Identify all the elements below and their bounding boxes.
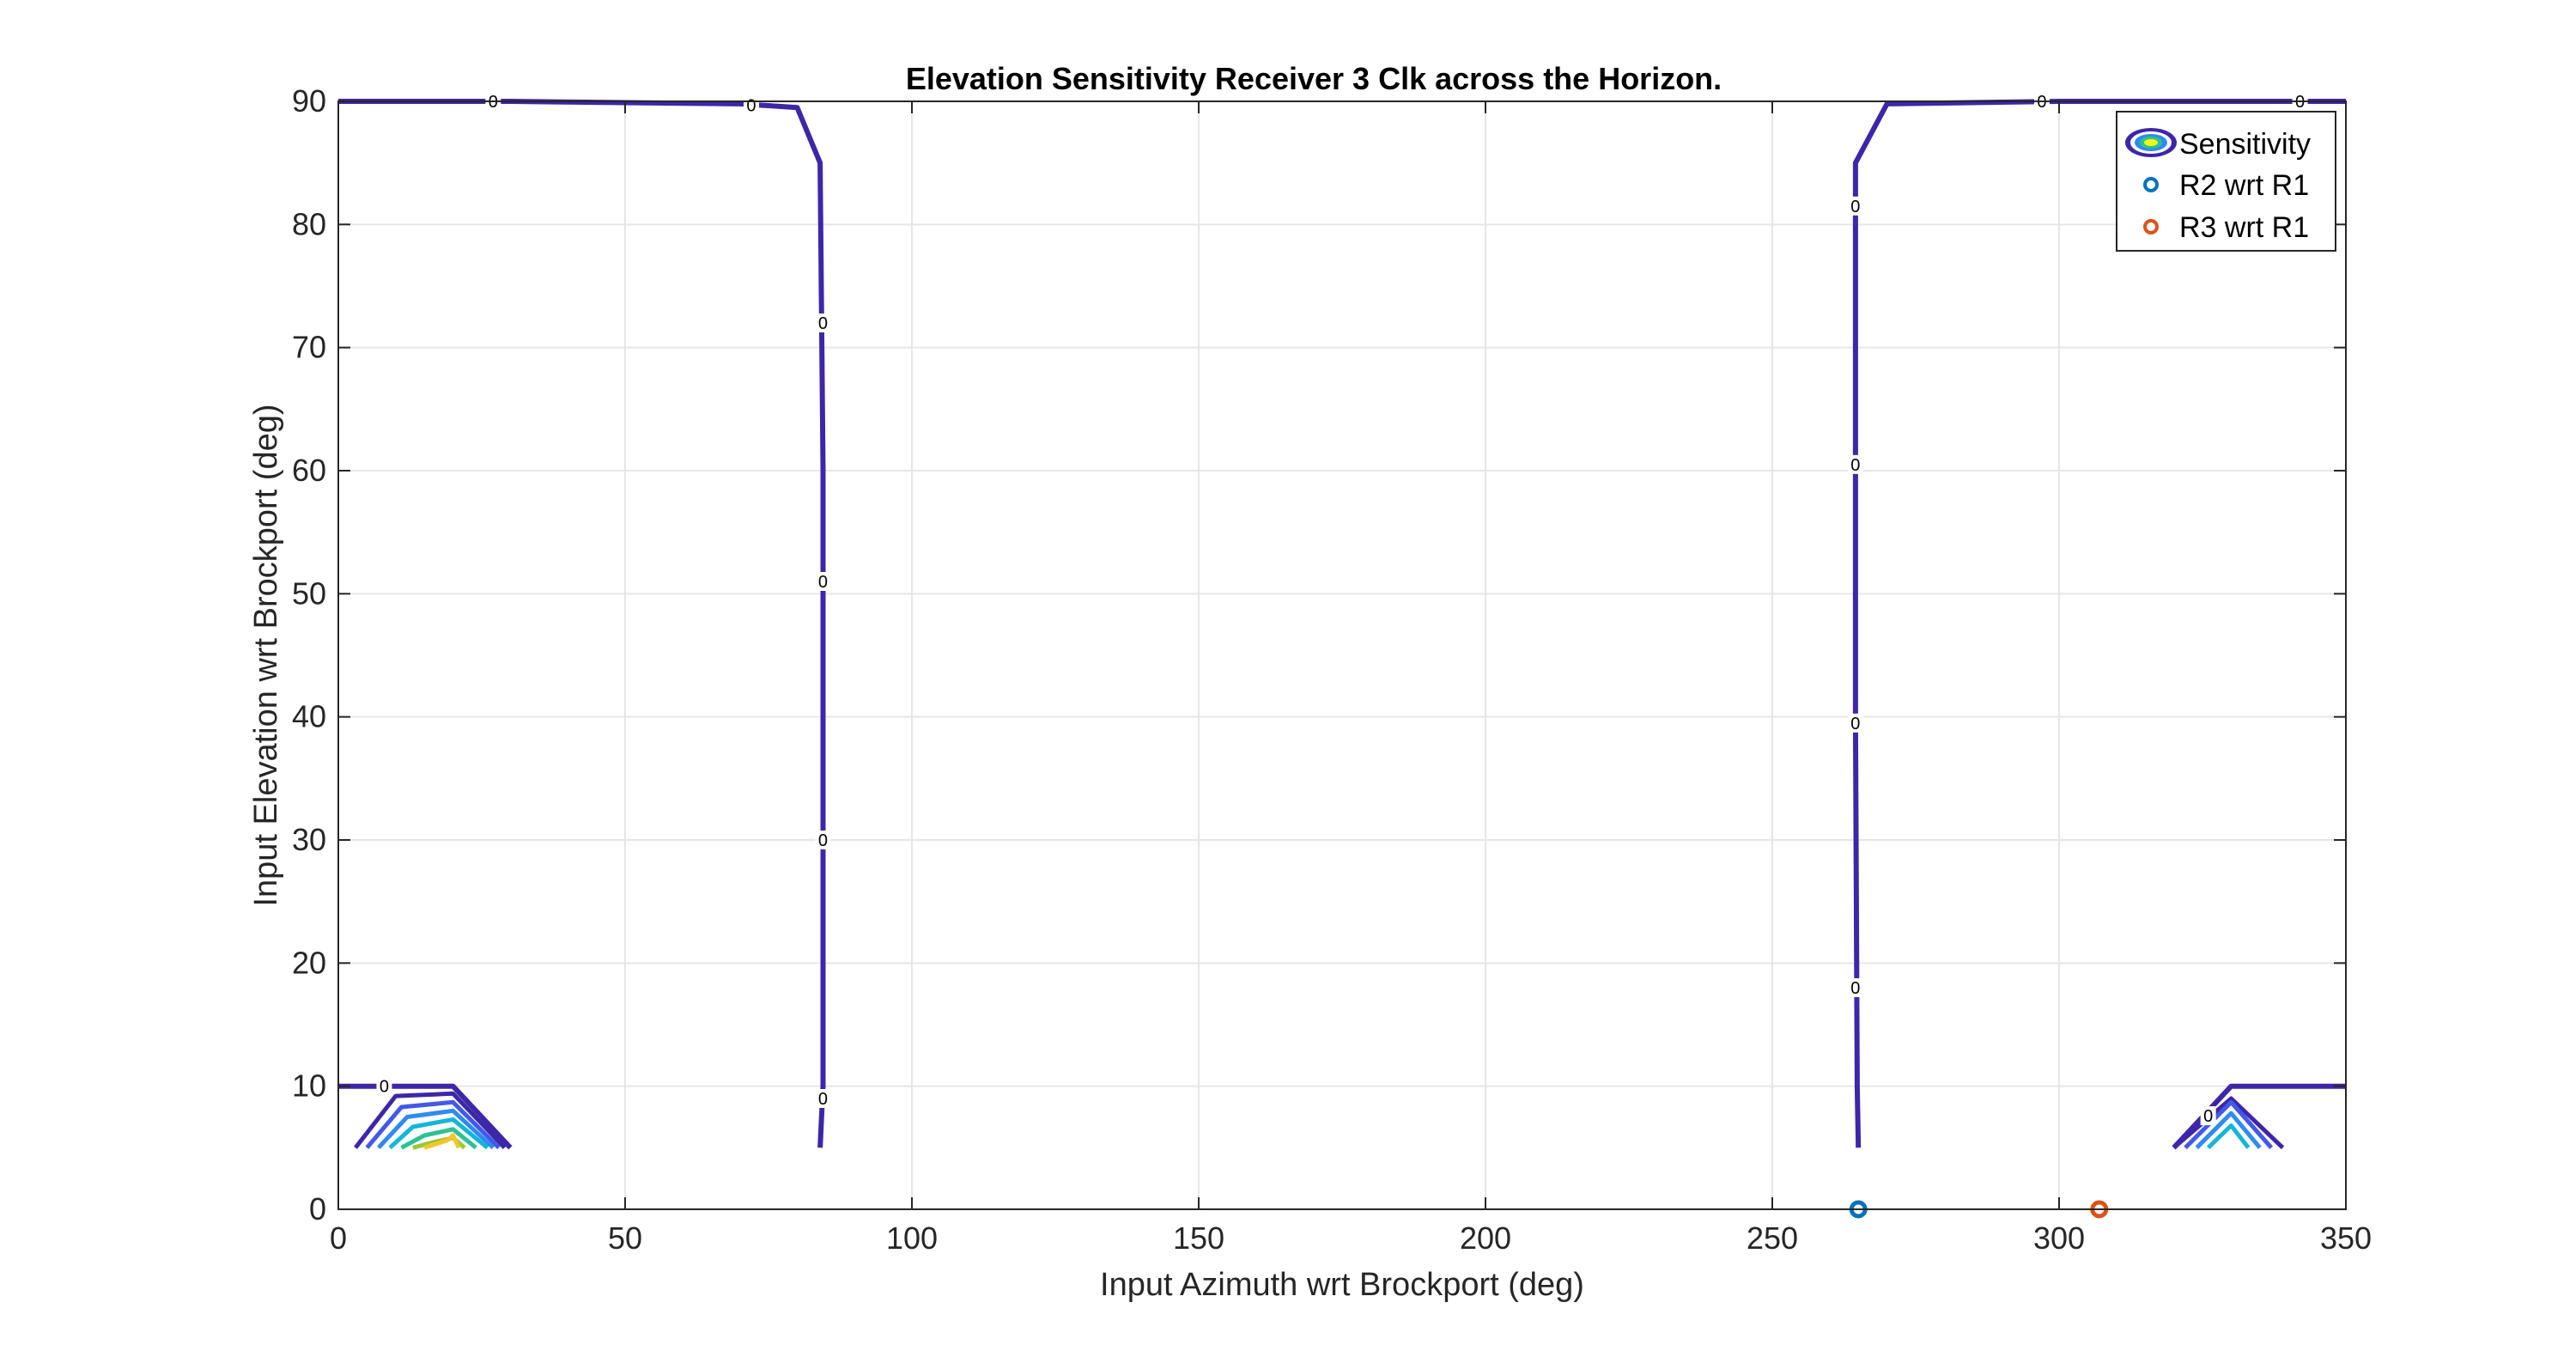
contour-label-background (743, 95, 759, 115)
y-tick-label: 20 (292, 945, 326, 980)
legend-entry-r2: R2 wrt R1 (2179, 169, 2309, 202)
x-tick-label: 100 (886, 1220, 938, 1256)
contour-label-background (376, 1076, 392, 1096)
legend-box (2116, 111, 2336, 252)
contour-level-label: 0 (1850, 979, 1860, 998)
legend-entry-r3: R3 wrt R1 (2179, 211, 2309, 244)
y-tick-label: 60 (292, 453, 326, 488)
contour-label-background (1847, 713, 1863, 733)
sensitivity-contour-line (376, 1108, 495, 1150)
contour-label-background (1847, 196, 1863, 216)
contour-label-background (815, 831, 831, 849)
contour-level-label: 0 (2203, 1107, 2213, 1126)
x-tick-label: 150 (1173, 1220, 1224, 1256)
sensitivity-contour-line (388, 1117, 489, 1150)
zero-contour-line (2172, 1083, 2346, 1150)
contour-level-label: 0 (1850, 715, 1860, 733)
contour-level-label: 0 (818, 573, 828, 592)
y-tick-label: 70 (292, 330, 326, 365)
sensitivity-contour-line (354, 1091, 507, 1150)
contour-level-label: 0 (1850, 456, 1860, 475)
legend-sensitivity-swatch-icon (2125, 128, 2177, 157)
x-tick-label: 250 (1747, 1220, 1798, 1256)
contour-label-background (1847, 454, 1863, 474)
sensitivity-contour-line (400, 1127, 477, 1150)
contour-label-background (815, 313, 831, 332)
sensitivity-contour-line (365, 1099, 501, 1150)
x-tick-label: 50 (608, 1220, 642, 1256)
chart-title: Elevation Sensitivity Receiver 3 Clk acr… (906, 61, 1722, 96)
x-tick-label: 300 (2033, 1220, 2085, 1256)
sensitivity-contour-line (2172, 1096, 2285, 1150)
contour-level-label: 0 (818, 314, 828, 333)
sensitivity-contour-line (2195, 1111, 2262, 1150)
legend: Sensitivity R2 wrt R1 R3 wrt R1 (2116, 111, 2336, 252)
x-tick-label: 350 (2320, 1220, 2372, 1256)
axis-ticks: 0 50 100 150 200 250 300 350 0 10 20 30 40 50 60 70 80 90 (292, 83, 2372, 1256)
x-axis-label: Input Azimuth wrt Brockport (deg) (1100, 1267, 1584, 1303)
x-tick-label: 200 (1460, 1220, 1511, 1256)
sensitivity-contour-line (423, 1133, 461, 1150)
axes-box (337, 100, 2347, 1210)
x-tick-label: 0 (330, 1220, 347, 1256)
sensitivity-contour-line (2206, 1123, 2251, 1150)
y-tick-label: 10 (292, 1068, 326, 1104)
contour-level-label: 0 (818, 1090, 828, 1109)
contour-label-background (815, 1089, 831, 1108)
y-tick-label: 40 (292, 699, 326, 734)
contour-label-background (815, 572, 831, 591)
y-axis-label: Input Elevation wrt Brockport (deg) (248, 404, 284, 906)
y-tick-label: 50 (292, 575, 326, 611)
contour-label-background (2200, 1106, 2216, 1126)
contour-level-label: 0 (380, 1078, 389, 1097)
y-tick-label: 80 (292, 206, 326, 241)
contour-level-label: 0 (746, 96, 756, 115)
axes-background (338, 101, 2346, 1209)
contour-label-background (1847, 978, 1863, 997)
contour-level-label: 0 (818, 831, 828, 850)
y-tick-label: 90 (292, 83, 326, 119)
legend-entry-sensitivity: Sensitivity (2179, 128, 2311, 161)
sensitivity-contour-line (2184, 1099, 2274, 1150)
y-tick-label: 30 (292, 822, 326, 857)
contour-level-label: 0 (1850, 198, 1860, 216)
legend-r3-marker-icon (2143, 219, 2159, 234)
y-tick-label: 0 (309, 1191, 326, 1226)
legend-r2-marker-icon (2143, 177, 2159, 192)
